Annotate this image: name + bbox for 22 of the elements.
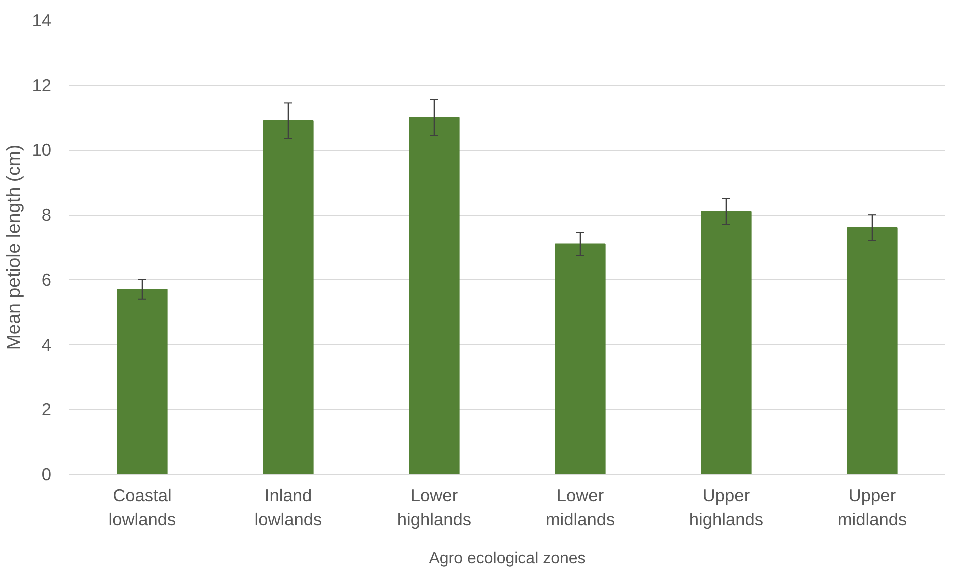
- y-tick-label: 14: [32, 10, 52, 30]
- y-tick-label: 6: [42, 270, 52, 290]
- y-tick-label: 4: [42, 334, 52, 355]
- bar: [847, 228, 898, 474]
- bar: [555, 244, 606, 474]
- bar: [263, 120, 314, 474]
- y-tick-label: 12: [32, 75, 52, 96]
- x-tick-label: Lower highlands: [397, 486, 472, 530]
- y-tick-label: 2: [42, 400, 52, 420]
- x-tick-label: Lower midlands: [546, 486, 616, 530]
- bar: [701, 211, 752, 474]
- x-tick-label: Upper midlands: [838, 486, 908, 530]
- x-tick-label: Inland lowlands: [254, 486, 323, 530]
- y-axis-title: Mean petiole length (cm): [3, 144, 24, 350]
- y-tick-label: 0: [42, 464, 52, 484]
- x-tick-label: Coastal lowlands: [108, 486, 177, 530]
- y-tick-label: 8: [42, 205, 52, 226]
- y-tick-label: 10: [32, 140, 52, 160]
- x-tick-label: Upper highlands: [689, 486, 764, 530]
- bar: [117, 289, 168, 474]
- bar: [409, 117, 460, 474]
- x-axis-title: Agro ecological zones: [429, 550, 586, 568]
